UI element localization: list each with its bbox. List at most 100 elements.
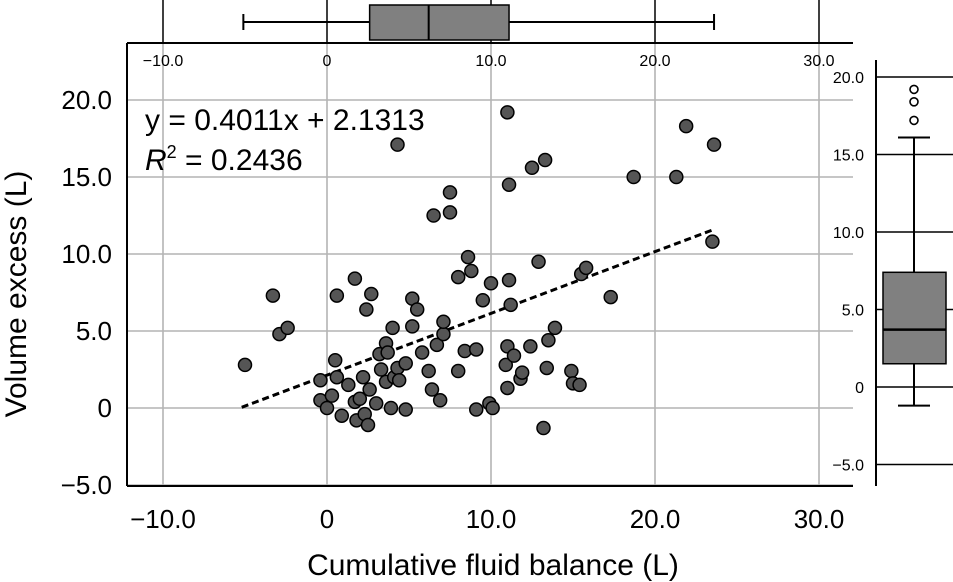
data-point: [475, 292, 491, 308]
x-tick-label: 0: [320, 504, 334, 534]
data-point: [514, 365, 530, 380]
data-point: [362, 382, 377, 397]
data-point: [705, 234, 720, 249]
data-point: [364, 286, 379, 302]
data-point: [390, 137, 405, 152]
data-point: [536, 420, 551, 436]
data-point: [503, 297, 518, 313]
x-tick-label: 30.0: [794, 504, 845, 534]
data-point: [498, 357, 514, 373]
data-point: [539, 360, 555, 376]
data-point: [485, 400, 500, 416]
y-tick-label: 0: [98, 393, 112, 423]
data-point: [380, 345, 395, 360]
data-point: [523, 339, 538, 354]
data-point: [237, 357, 253, 373]
right-tick-label: 20.0: [833, 70, 864, 87]
data-point: [398, 402, 413, 417]
data-point: [483, 276, 499, 291]
y-tick-label: 15.0: [61, 162, 112, 192]
x-tick-label: 20.0: [630, 504, 681, 534]
main-axes: [126, 43, 853, 487]
data-point: [436, 314, 451, 330]
top-tick-label: −10.0: [143, 53, 184, 70]
data-point: [280, 320, 295, 336]
data-point: [442, 185, 458, 200]
right-box: [882, 271, 947, 365]
right-tick-label: 5.0: [842, 303, 864, 320]
main-x-tick-labels: −10.0 0 10.0 20.0 30.0: [130, 504, 844, 534]
data-point: [368, 396, 384, 411]
right-outlier: [909, 115, 919, 126]
data-point: [414, 345, 430, 360]
data-point: [450, 363, 466, 379]
x-axis-title: Cumulative fluid balance (L): [307, 549, 679, 582]
x-tick-label: −10.0: [130, 504, 196, 534]
y-axis-title: Volume excess (L): [0, 171, 33, 418]
top-boxplot: −10.0 0 10.0 20.0 30.0: [127, 0, 853, 70]
data-point: [572, 377, 587, 393]
data-point: [409, 302, 425, 317]
data-point: [334, 408, 350, 423]
data-point: [531, 254, 546, 269]
data-point: [426, 208, 441, 223]
right-boxplot: 20.0 15.0 10.0 5.0 0 −5.0: [832, 60, 953, 486]
top-box: [368, 4, 510, 41]
data-point: [678, 118, 694, 134]
data-point: [432, 393, 448, 408]
r-squared-value: = 0.2436: [177, 144, 303, 177]
data-point: [329, 288, 345, 303]
data-point: [468, 342, 484, 357]
data-point: [669, 169, 684, 185]
data-point: [429, 337, 445, 353]
data-point: [468, 402, 484, 417]
data-point: [524, 160, 540, 176]
top-tick-label: 20.0: [639, 53, 670, 70]
data-point: [442, 205, 458, 220]
x-tick-label: 10.0: [466, 504, 517, 534]
y-tick-label: −5.0: [61, 470, 112, 500]
data-point: [324, 388, 340, 403]
top-tick-label: 0: [323, 53, 332, 70]
right-tick-label: 15.0: [833, 148, 864, 165]
data-point: [313, 373, 328, 388]
data-point: [385, 320, 400, 336]
data-point: [450, 269, 466, 285]
data-point: [360, 417, 376, 433]
r-squared: R2 = 0.2436: [145, 142, 303, 177]
data-point: [460, 249, 476, 265]
data-point: [541, 332, 556, 348]
data-point: [383, 400, 399, 416]
right-tick-label: −5.0: [832, 458, 864, 475]
y-tick-label: 10.0: [61, 239, 112, 269]
y-tick-label: 5.0: [76, 316, 112, 346]
data-point: [506, 348, 522, 363]
data-point: [405, 319, 420, 334]
main-plot: −10.0 0 10.0 20.0 30.0 20.015.010.05.00−5.0 …: [0, 43, 853, 582]
data-point: [436, 326, 451, 342]
right-tick-label: 10.0: [833, 225, 864, 242]
y-tick-label: 20.0: [61, 85, 112, 115]
data-point: [359, 302, 374, 317]
data-point: [391, 373, 407, 388]
data-point: [421, 363, 436, 379]
data-point: [537, 152, 553, 168]
data-point: [500, 380, 515, 396]
data-point: [352, 391, 368, 407]
data-point: [706, 137, 722, 152]
data-point: [265, 288, 281, 303]
data-point: [355, 369, 371, 385]
data-point: [398, 356, 413, 371]
data-points: [237, 105, 722, 436]
data-point: [626, 169, 641, 185]
trendline: [241, 227, 715, 409]
data-point: [424, 382, 440, 397]
data-point: [547, 320, 563, 336]
right-outlier: [909, 97, 919, 107]
data-point: [500, 105, 515, 120]
data-point: [501, 177, 517, 192]
data-point: [501, 272, 517, 288]
r-squared-superscript: 2: [167, 142, 177, 162]
main-y-tick-labels: 20.0 15.0 10.0 5.0 0 −5.0: [61, 85, 112, 500]
